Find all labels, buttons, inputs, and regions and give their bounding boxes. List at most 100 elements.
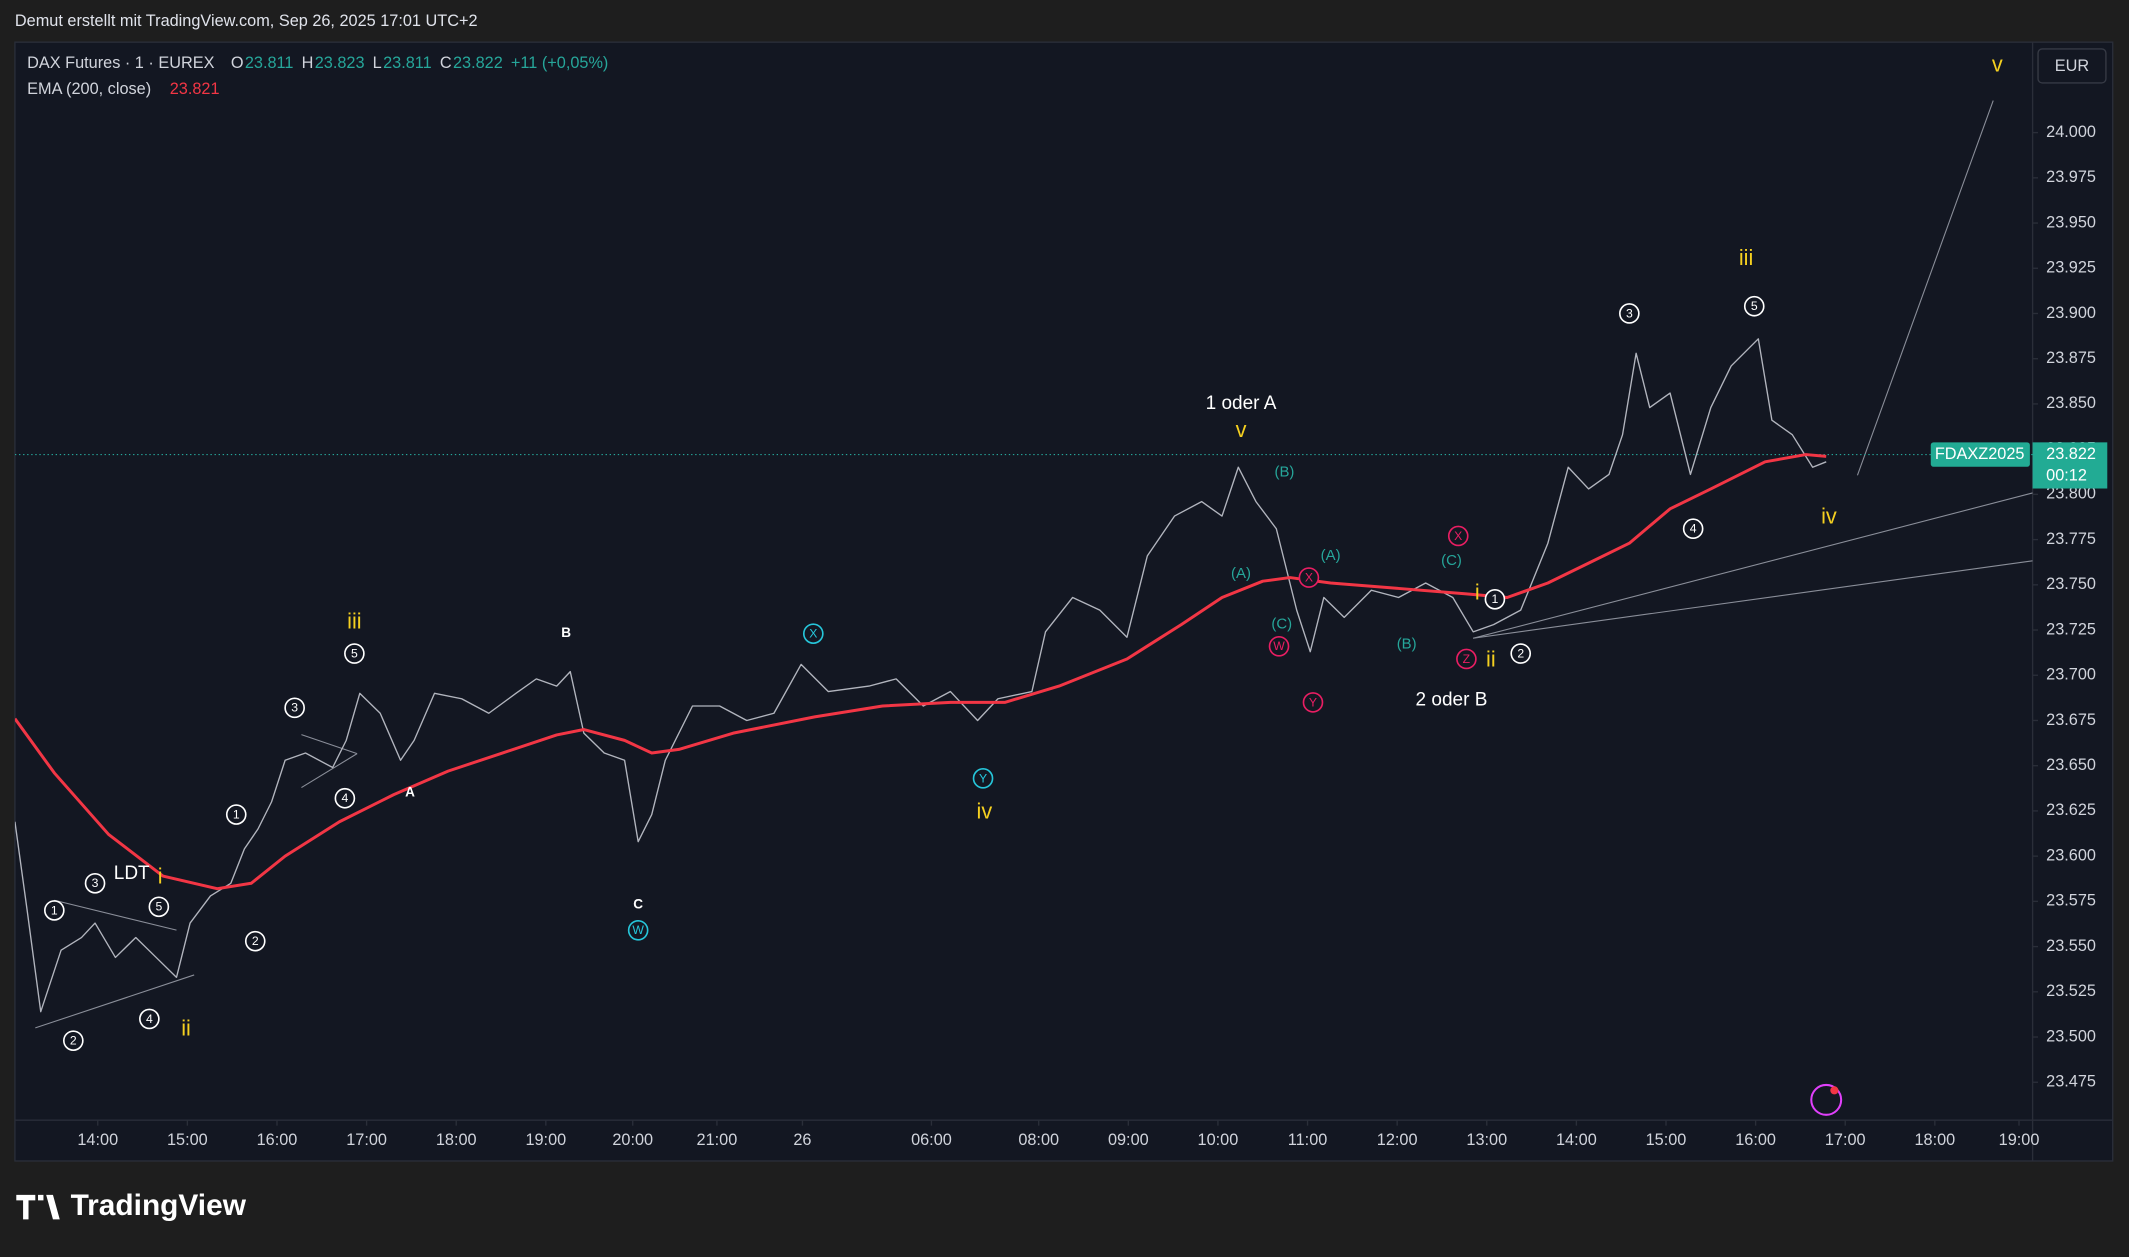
annotation: (A) — [1231, 565, 1251, 582]
annotation-circle — [1298, 567, 1320, 588]
annotation: 1 — [51, 903, 58, 917]
x-tick-label: 14:00 — [1556, 1131, 1597, 1149]
x-tick-label: 17:00 — [346, 1131, 387, 1149]
x-tick-label: 06:00 — [911, 1131, 952, 1149]
annotation: (C) — [1271, 616, 1292, 633]
annotation: X — [1454, 529, 1462, 543]
currency[interactable]: EUR — [2055, 57, 2089, 75]
y-tick-label: 23.525 — [2046, 982, 2096, 1000]
annotation-circle — [284, 697, 305, 719]
annotation: ii — [1486, 647, 1496, 672]
y-tick-label: 23.575 — [2046, 892, 2096, 910]
alert-icon[interactable] — [1810, 1083, 1843, 1116]
ohlc-value: 23.823 — [315, 54, 365, 72]
ohlc-key: C — [440, 54, 452, 72]
x-tick-label: 19:00 — [525, 1131, 566, 1149]
y-tick-label: 23.650 — [2046, 756, 2096, 774]
y-tick-label: 23.675 — [2046, 711, 2096, 729]
trend-line — [301, 753, 358, 789]
x-tick-label: 15:00 — [167, 1131, 208, 1149]
ohlc-value: 23.822 — [453, 54, 503, 72]
y-tick-label: 23.950 — [2046, 213, 2096, 231]
annotation: 1 oder A — [1206, 393, 1277, 414]
annotation: X — [809, 627, 817, 641]
annotation: 2 — [252, 934, 259, 948]
annotation-circle — [972, 768, 994, 789]
annotation: Z — [1463, 652, 1471, 666]
alert-dot — [1830, 1086, 1839, 1095]
annotation-circle — [1302, 692, 1324, 713]
ohlc-key: L — [373, 54, 382, 72]
annotation: iv — [1821, 504, 1837, 529]
annotation-circle — [1619, 303, 1640, 324]
annotation-circle — [84, 872, 106, 894]
annotation-circle — [148, 896, 170, 918]
annotation-circle — [627, 919, 649, 941]
annotation: A — [405, 784, 415, 799]
trend-line — [54, 899, 177, 931]
drawings — [35, 100, 2033, 1029]
annotation: 5 — [1751, 299, 1758, 313]
annotation-circle — [63, 1030, 84, 1051]
currency-button[interactable] — [2037, 48, 2107, 84]
y-tick-label: 23.875 — [2046, 349, 2096, 367]
legend-ema: EMA (200, close) — [27, 80, 151, 98]
annotation-circle — [225, 804, 247, 825]
annotation: 3 — [291, 701, 298, 715]
y-tick-label: 23.700 — [2046, 666, 2096, 684]
annotation: (B) — [1397, 635, 1417, 652]
annotation-circle — [1447, 525, 1469, 547]
annotation-circle — [139, 1008, 160, 1030]
ohlc-change: +11 (+0,05%) — [511, 54, 608, 72]
annotation: 2 — [1517, 646, 1524, 660]
x-tick-label: 21:00 — [697, 1131, 738, 1149]
ohlc-key: H — [302, 54, 314, 72]
x-tick-label: 12:00 — [1377, 1131, 1418, 1149]
y-tick-label: 23.600 — [2046, 846, 2096, 864]
annotation: LDT — [114, 863, 150, 884]
x-tick-label: 14:00 — [77, 1131, 118, 1149]
annotation-circle — [1510, 643, 1532, 664]
y-tick-label: 24.000 — [2046, 123, 2096, 141]
annotation: v — [1236, 417, 1247, 442]
annotation: Y — [1309, 695, 1317, 709]
y-tick-label: 23.800 — [2046, 485, 2096, 503]
x-tick-label: 15:00 — [1646, 1131, 1687, 1149]
y-tick-label: 23.850 — [2046, 394, 2096, 412]
annotation: Y — [979, 771, 987, 785]
annotation: 4 — [146, 1012, 153, 1026]
x-tick-label: 16:00 — [1735, 1131, 1776, 1149]
annotation-circle — [244, 930, 266, 952]
chart-area — [14, 41, 2114, 1162]
y-tick-label: 23.750 — [2046, 575, 2096, 593]
annotation: (B) — [1275, 464, 1295, 481]
annotation: 5 — [351, 646, 358, 660]
y-tick-label: 23.500 — [2046, 1027, 2096, 1045]
trend-line — [1473, 492, 2033, 639]
annotation: iii — [1739, 245, 1753, 270]
annotation-circle — [1268, 635, 1290, 657]
annotation: 4 — [341, 791, 348, 805]
annotation: ii — [181, 1016, 191, 1041]
annotation: iii — [347, 609, 361, 634]
annotation: C — [633, 897, 643, 912]
last-price-bg — [2032, 442, 2108, 489]
annotation-circle — [344, 643, 365, 664]
trend-line — [301, 734, 358, 755]
annotation-circle — [1484, 588, 1506, 610]
y-tick-label: 23.925 — [2046, 259, 2096, 277]
annotation-circle — [1743, 295, 1765, 317]
ohlc-value: 23.811 — [383, 54, 432, 72]
annotation: 3 — [92, 876, 99, 890]
y-tick-label: 23.550 — [2046, 937, 2096, 955]
annotation: X — [1305, 570, 1313, 584]
logo-text: TradingView — [71, 1189, 247, 1222]
countdown-label: 00:12 — [2046, 467, 2087, 485]
symbol-label-bg — [1930, 442, 2030, 467]
x-tick-label: 18:00 — [436, 1131, 477, 1149]
series-line — [14, 338, 1827, 1013]
annotation: 5 — [155, 900, 162, 914]
symbol-label: FDAXZ2025 — [1935, 445, 2025, 463]
